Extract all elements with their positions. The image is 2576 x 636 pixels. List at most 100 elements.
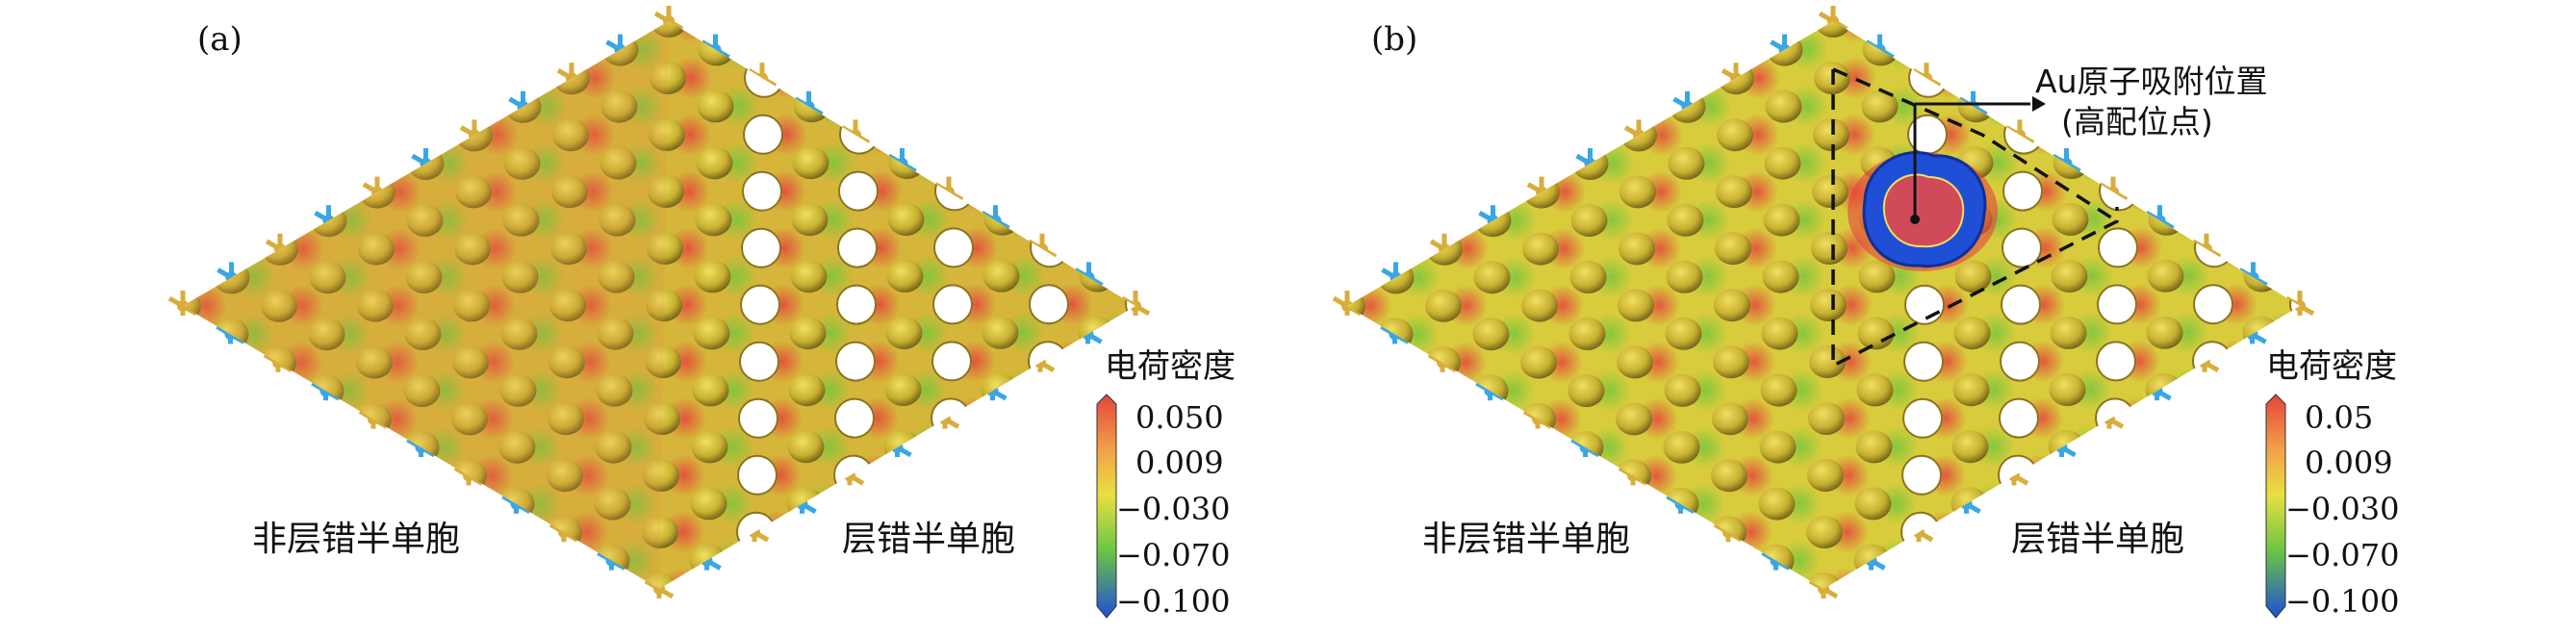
surface-bump [646, 289, 682, 321]
panel-b-colorbar-title: 电荷密度 [2266, 347, 2397, 386]
panel-a-colorbar: 电荷密度 0.050 0.009 −0.030 −0.070 −0.100 [1096, 347, 1236, 620]
surface-bump [1854, 487, 1892, 521]
surface-hole [931, 397, 971, 439]
surface-bump [790, 260, 828, 293]
surface-hole [2192, 341, 2232, 382]
surface-bump [548, 402, 584, 436]
panel-a-colorbar-title: 电荷密度 [1105, 347, 1236, 386]
surface-bump [1813, 118, 1849, 151]
surface-bump [1759, 430, 1797, 464]
surface-bump [2148, 202, 2185, 236]
surface-bump [404, 318, 442, 350]
surface-bump [1665, 317, 1702, 350]
charge-spot [1835, 21, 1877, 42]
surface-bump [550, 232, 587, 266]
surface-bump [1758, 487, 1796, 521]
surface-bump [1714, 289, 1750, 322]
surface-bump [406, 204, 444, 237]
surface-hole [931, 341, 972, 382]
surface-bump [547, 459, 583, 493]
surface-bump [1810, 289, 1847, 321]
panel-b-right-region-label: 层错半单胞 [2011, 520, 2184, 559]
surface-bump [261, 289, 297, 322]
surface-bump [1716, 175, 1752, 209]
surface-hole [1125, 284, 1135, 324]
surface-bump [551, 175, 588, 209]
surface-bump [1376, 318, 1414, 351]
surface-hole [933, 227, 974, 268]
surface-hole [2002, 170, 2043, 212]
surface-bump [1424, 345, 1461, 379]
surface-hole [2194, 227, 2234, 268]
surface-bump [1522, 232, 1559, 266]
surface-hole [737, 454, 778, 496]
charge-spot [2073, 141, 2116, 184]
surface-bump [309, 261, 346, 294]
surface-hole [1029, 284, 1069, 325]
surface-bump [502, 203, 540, 237]
charge-spot [1971, 482, 2014, 525]
surface-bump [308, 318, 345, 351]
panel-b-colorbar-bar [2265, 394, 2286, 619]
surface-bump [1815, 21, 1851, 38]
surface-hole [738, 397, 778, 439]
surface-bump [2051, 260, 2088, 293]
surface-bump [357, 289, 394, 322]
surface-hole [1999, 397, 2039, 439]
surface-hole [1901, 454, 1942, 496]
surface-bump [1662, 487, 1699, 521]
surface-bump [1619, 232, 1655, 266]
panel-b-left-region-label: 非层错半单胞 [1422, 520, 1630, 559]
charge-spot [1825, 568, 1868, 589]
panel-b-dashed-cell-outline-top [1832, 67, 2118, 223]
panel-b-dashed-cell-outline [1831, 69, 2119, 369]
surface-bump [693, 317, 730, 350]
charge-spot [806, 482, 850, 525]
charge-spot [709, 539, 752, 582]
panel-b-tick: −0.070 [2285, 537, 2399, 573]
surface-bump [1618, 289, 1654, 322]
surface-bump [1954, 260, 1992, 293]
surface-bump [1664, 373, 1701, 407]
surface-bump [1857, 317, 1895, 350]
panel-a-right-region-label: 层错半单胞 [842, 520, 1015, 559]
surface-hole [1903, 341, 1944, 382]
surface-bump [594, 487, 631, 521]
surface-hole [1030, 227, 1070, 268]
surface-bump [1717, 118, 1753, 152]
surface-bump [1760, 373, 1798, 407]
panel-a-tick: −0.070 [1116, 537, 1230, 573]
surface-hole [836, 284, 877, 325]
surface-bump [642, 516, 678, 548]
charge-spot [661, 568, 703, 589]
surface-bump [692, 373, 729, 407]
surface-bump [598, 260, 635, 293]
surface-bump [453, 289, 490, 322]
surface-hole [837, 227, 878, 268]
panel-b-tick: −0.100 [2285, 583, 2399, 620]
panel-a-label: (a) [197, 20, 242, 59]
surface-bump [1569, 318, 1606, 350]
surface-bump [1570, 204, 1608, 237]
surface-bump [1765, 89, 1802, 123]
surface-bump [2242, 316, 2280, 349]
charge-spot [1882, 28, 1926, 71]
surface-bump [452, 345, 489, 379]
surface-bump [649, 118, 685, 151]
surface-bump [503, 146, 541, 180]
surface-bump [1567, 431, 1604, 464]
surface-bump [2145, 372, 2182, 406]
surface-bump [1667, 203, 1704, 237]
charge-spot [904, 425, 947, 468]
surface-bump [600, 89, 638, 123]
surface-bump [1808, 402, 1845, 435]
surface-bump [1757, 544, 1795, 577]
panel-a-tick: −0.030 [1116, 491, 1230, 527]
surface-bump [1617, 345, 1653, 379]
arrow-head-icon [2032, 96, 2046, 112]
surface-bump [1762, 260, 1799, 293]
surface-bump [791, 203, 829, 237]
surface-bump [358, 232, 395, 266]
surface-bump [1858, 260, 1896, 293]
surface-bump [1663, 430, 1700, 464]
